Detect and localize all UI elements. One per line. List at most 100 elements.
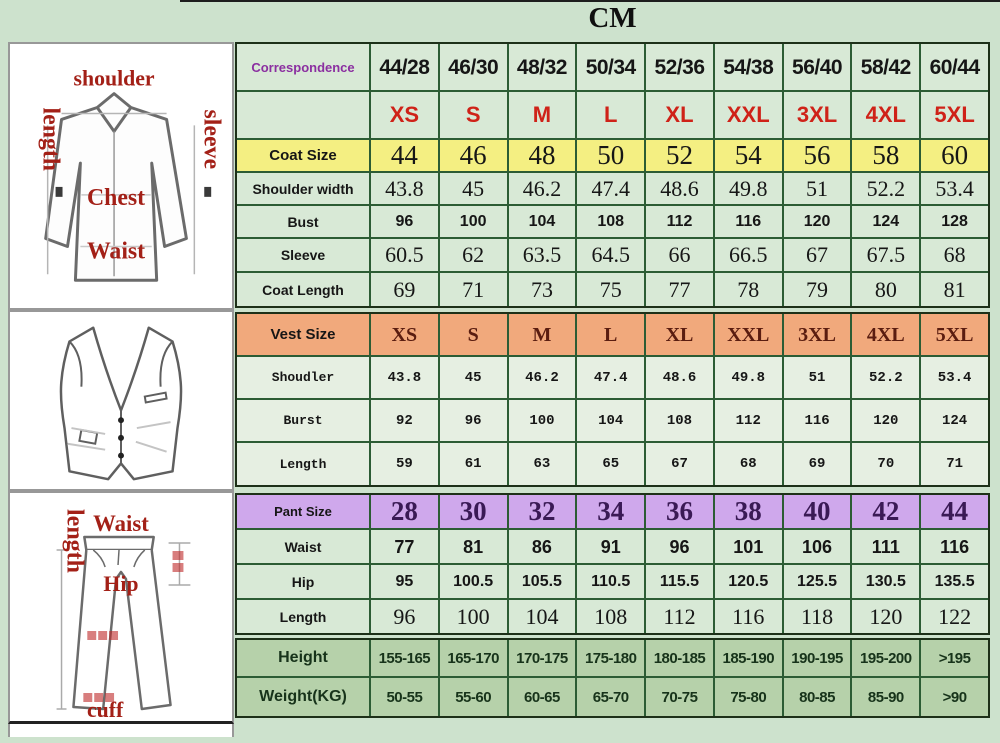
pants-drawing: Waist length Hip cuff [56, 509, 191, 721]
row-label: Pant Size [237, 495, 369, 528]
table-cell: 96 [371, 600, 438, 633]
table-cell: 45 [439, 357, 507, 398]
pants-label-hip: Hip [103, 571, 138, 596]
table-cell: 124 [921, 400, 988, 441]
table-cell: 104 [577, 400, 645, 441]
top-border-line [180, 0, 1000, 2]
pants-label-waist: Waist [93, 511, 149, 536]
table-cell: 155-165 [371, 640, 438, 676]
table-cell: 100 [439, 600, 507, 633]
jacket-diagram: shoulder length sleeve Chest Waist [8, 42, 234, 310]
vest-button [118, 434, 124, 441]
table-cell: 50-55 [371, 678, 438, 716]
row-label: Length [237, 600, 369, 633]
table-cell: 50/34 [577, 44, 645, 90]
table-cell: 49.8 [714, 357, 782, 398]
table-cell: 81 [921, 273, 988, 306]
table-section-coat: Correspondence 44/28 46/30 48/32 50/34 52/36 5… [235, 42, 990, 308]
table-cell: 122 [921, 600, 988, 633]
jacket-label-length: length [38, 108, 64, 172]
table-cell: 43.8 [371, 357, 438, 398]
table-cell: 100.5 [439, 565, 507, 598]
table-cell: 60 [921, 140, 988, 171]
table-cell: 34 [577, 495, 645, 528]
table-cell: 95 [371, 565, 438, 598]
table-cell: 68 [714, 443, 782, 485]
table-cell: 108 [646, 400, 713, 441]
row-label: Correspondence [237, 44, 369, 90]
table-cell: 51 [783, 173, 851, 204]
table-cell: 118 [783, 600, 851, 633]
table-cell: 60/44 [921, 44, 988, 90]
jacket-label-chest: Chest [87, 185, 145, 211]
table-cell: 120 [852, 600, 920, 633]
table-cell: 66.5 [714, 239, 782, 271]
table-cell: 54 [714, 140, 782, 171]
table-cell: XXL [714, 314, 782, 355]
table-cell: 110.5 [577, 565, 645, 598]
table-cell: 79 [783, 273, 851, 306]
table-cell: 63 [508, 443, 576, 485]
table-cell: 170-175 [508, 640, 576, 676]
table-cell: 40 [783, 495, 851, 528]
table-cell: 52 [646, 140, 713, 171]
row-label: Length [237, 443, 369, 485]
table-cell: 48.6 [646, 357, 713, 398]
table-cell: 43.8 [371, 173, 438, 204]
jacket-label-shoulder: shoulder [74, 67, 155, 91]
pants-label-length: length [62, 509, 88, 573]
table-cell: 63.5 [508, 239, 576, 271]
table-cell: 69 [371, 273, 438, 306]
table-cell: 50 [577, 140, 645, 171]
table-cell: 71 [921, 443, 988, 485]
table-cell: 116 [714, 206, 782, 237]
table-cell: 75 [577, 273, 645, 306]
table-cell: 104 [508, 600, 576, 633]
table-cell: 60-65 [508, 678, 576, 716]
table-cell: L [577, 92, 645, 138]
vest-button [118, 452, 124, 459]
row-label: Vest Size [237, 314, 369, 355]
table-cell: XXL [714, 92, 782, 138]
vest-diagram [8, 310, 234, 491]
table-cell: 73 [508, 273, 576, 306]
table-section-vest: Vest Size XS S M L XL XXL 3XL 4XL 5XL Shoudler 43.8… [235, 312, 990, 487]
table-cell: 70 [852, 443, 920, 485]
table-cell: 67 [783, 239, 851, 271]
table-cell: 100 [439, 206, 507, 237]
table-cell: 59 [371, 443, 438, 485]
table-cell: 96 [646, 530, 713, 563]
table-cell: XL [646, 92, 713, 138]
table-cell: 58/42 [852, 44, 920, 90]
length-tick-mark [55, 186, 63, 197]
table-cell: 116 [714, 600, 782, 633]
table-cell: 64.5 [577, 239, 645, 271]
table-cell: 116 [921, 530, 988, 563]
table-cell: 105.5 [508, 565, 576, 598]
table-cell: 55-60 [439, 678, 507, 716]
table-cell: 66 [646, 239, 713, 271]
jacket-label-sleeve: sleeve [198, 110, 224, 170]
table-cell: L [577, 314, 645, 355]
table-cell: 42 [852, 495, 920, 528]
row-label: Hip [237, 565, 369, 598]
jacket-drawing: shoulder length sleeve Chest Waist [38, 67, 224, 282]
table-cell: 46/30 [439, 44, 507, 90]
table-cell: 165-170 [439, 640, 507, 676]
table-cell: 46.2 [508, 173, 576, 204]
size-table: Correspondence 44/28 46/30 48/32 50/34 52/36 5… [235, 42, 990, 718]
table-cell: 62 [439, 239, 507, 271]
table-cell: 125.5 [783, 565, 851, 598]
row-label: Height [237, 640, 369, 676]
table-cell: M [508, 92, 576, 138]
table-cell: 54/38 [714, 44, 782, 90]
table-cell: >195 [921, 640, 988, 676]
table-cell: 106 [783, 530, 851, 563]
table-cell: 69 [783, 443, 851, 485]
table-cell: 185-190 [714, 640, 782, 676]
table-cell: 77 [371, 530, 438, 563]
table-cell: 51 [783, 357, 851, 398]
row-label: Burst [237, 400, 369, 441]
table-cell: 78 [714, 273, 782, 306]
table-cell: 92 [371, 400, 438, 441]
